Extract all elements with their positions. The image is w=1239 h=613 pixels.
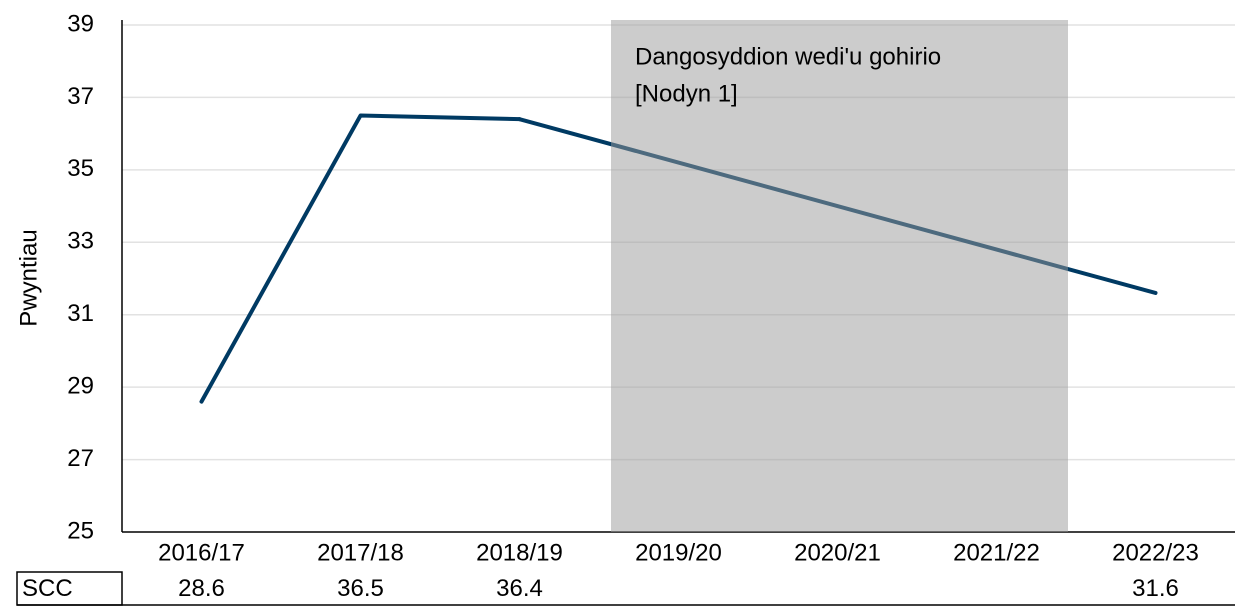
table-row-label: SCC <box>22 575 73 602</box>
table-value: 28.6 <box>178 575 225 602</box>
table-label-box <box>16 571 123 606</box>
table-value: 36.5 <box>337 575 384 602</box>
x-tick-label: 2022/23 <box>1112 539 1199 566</box>
x-tick-label: 2017/18 <box>317 539 404 566</box>
y-tick-label: 33 <box>67 228 94 255</box>
y-tick-label: 39 <box>67 10 94 37</box>
x-tick-label: 2018/19 <box>476 539 563 566</box>
table-value: 36.4 <box>496 575 543 602</box>
y-axis-label: Pwyntiau <box>15 229 42 326</box>
annotation: Dangosyddion wedi'u gohirio <box>635 43 941 70</box>
line <box>199 113 522 404</box>
x-tick-label: 2021/22 <box>953 539 1040 566</box>
table-value: 31.6 <box>1132 575 1179 602</box>
annotation: [Nodyn 1] <box>635 80 738 107</box>
x-tick-label: 2020/21 <box>794 539 881 566</box>
y-tick-label: 27 <box>67 445 94 472</box>
x-tick-label: 2016/17 <box>158 539 245 566</box>
y-tick-label: 35 <box>67 155 94 182</box>
y-tick-label: 31 <box>67 300 94 327</box>
y-tick-label: 37 <box>67 83 94 110</box>
x-tick-label: 2019/20 <box>635 539 722 566</box>
y-tick-label: 29 <box>67 372 94 399</box>
shaded-region <box>611 20 1068 532</box>
y-tick-label: 25 <box>67 517 94 544</box>
